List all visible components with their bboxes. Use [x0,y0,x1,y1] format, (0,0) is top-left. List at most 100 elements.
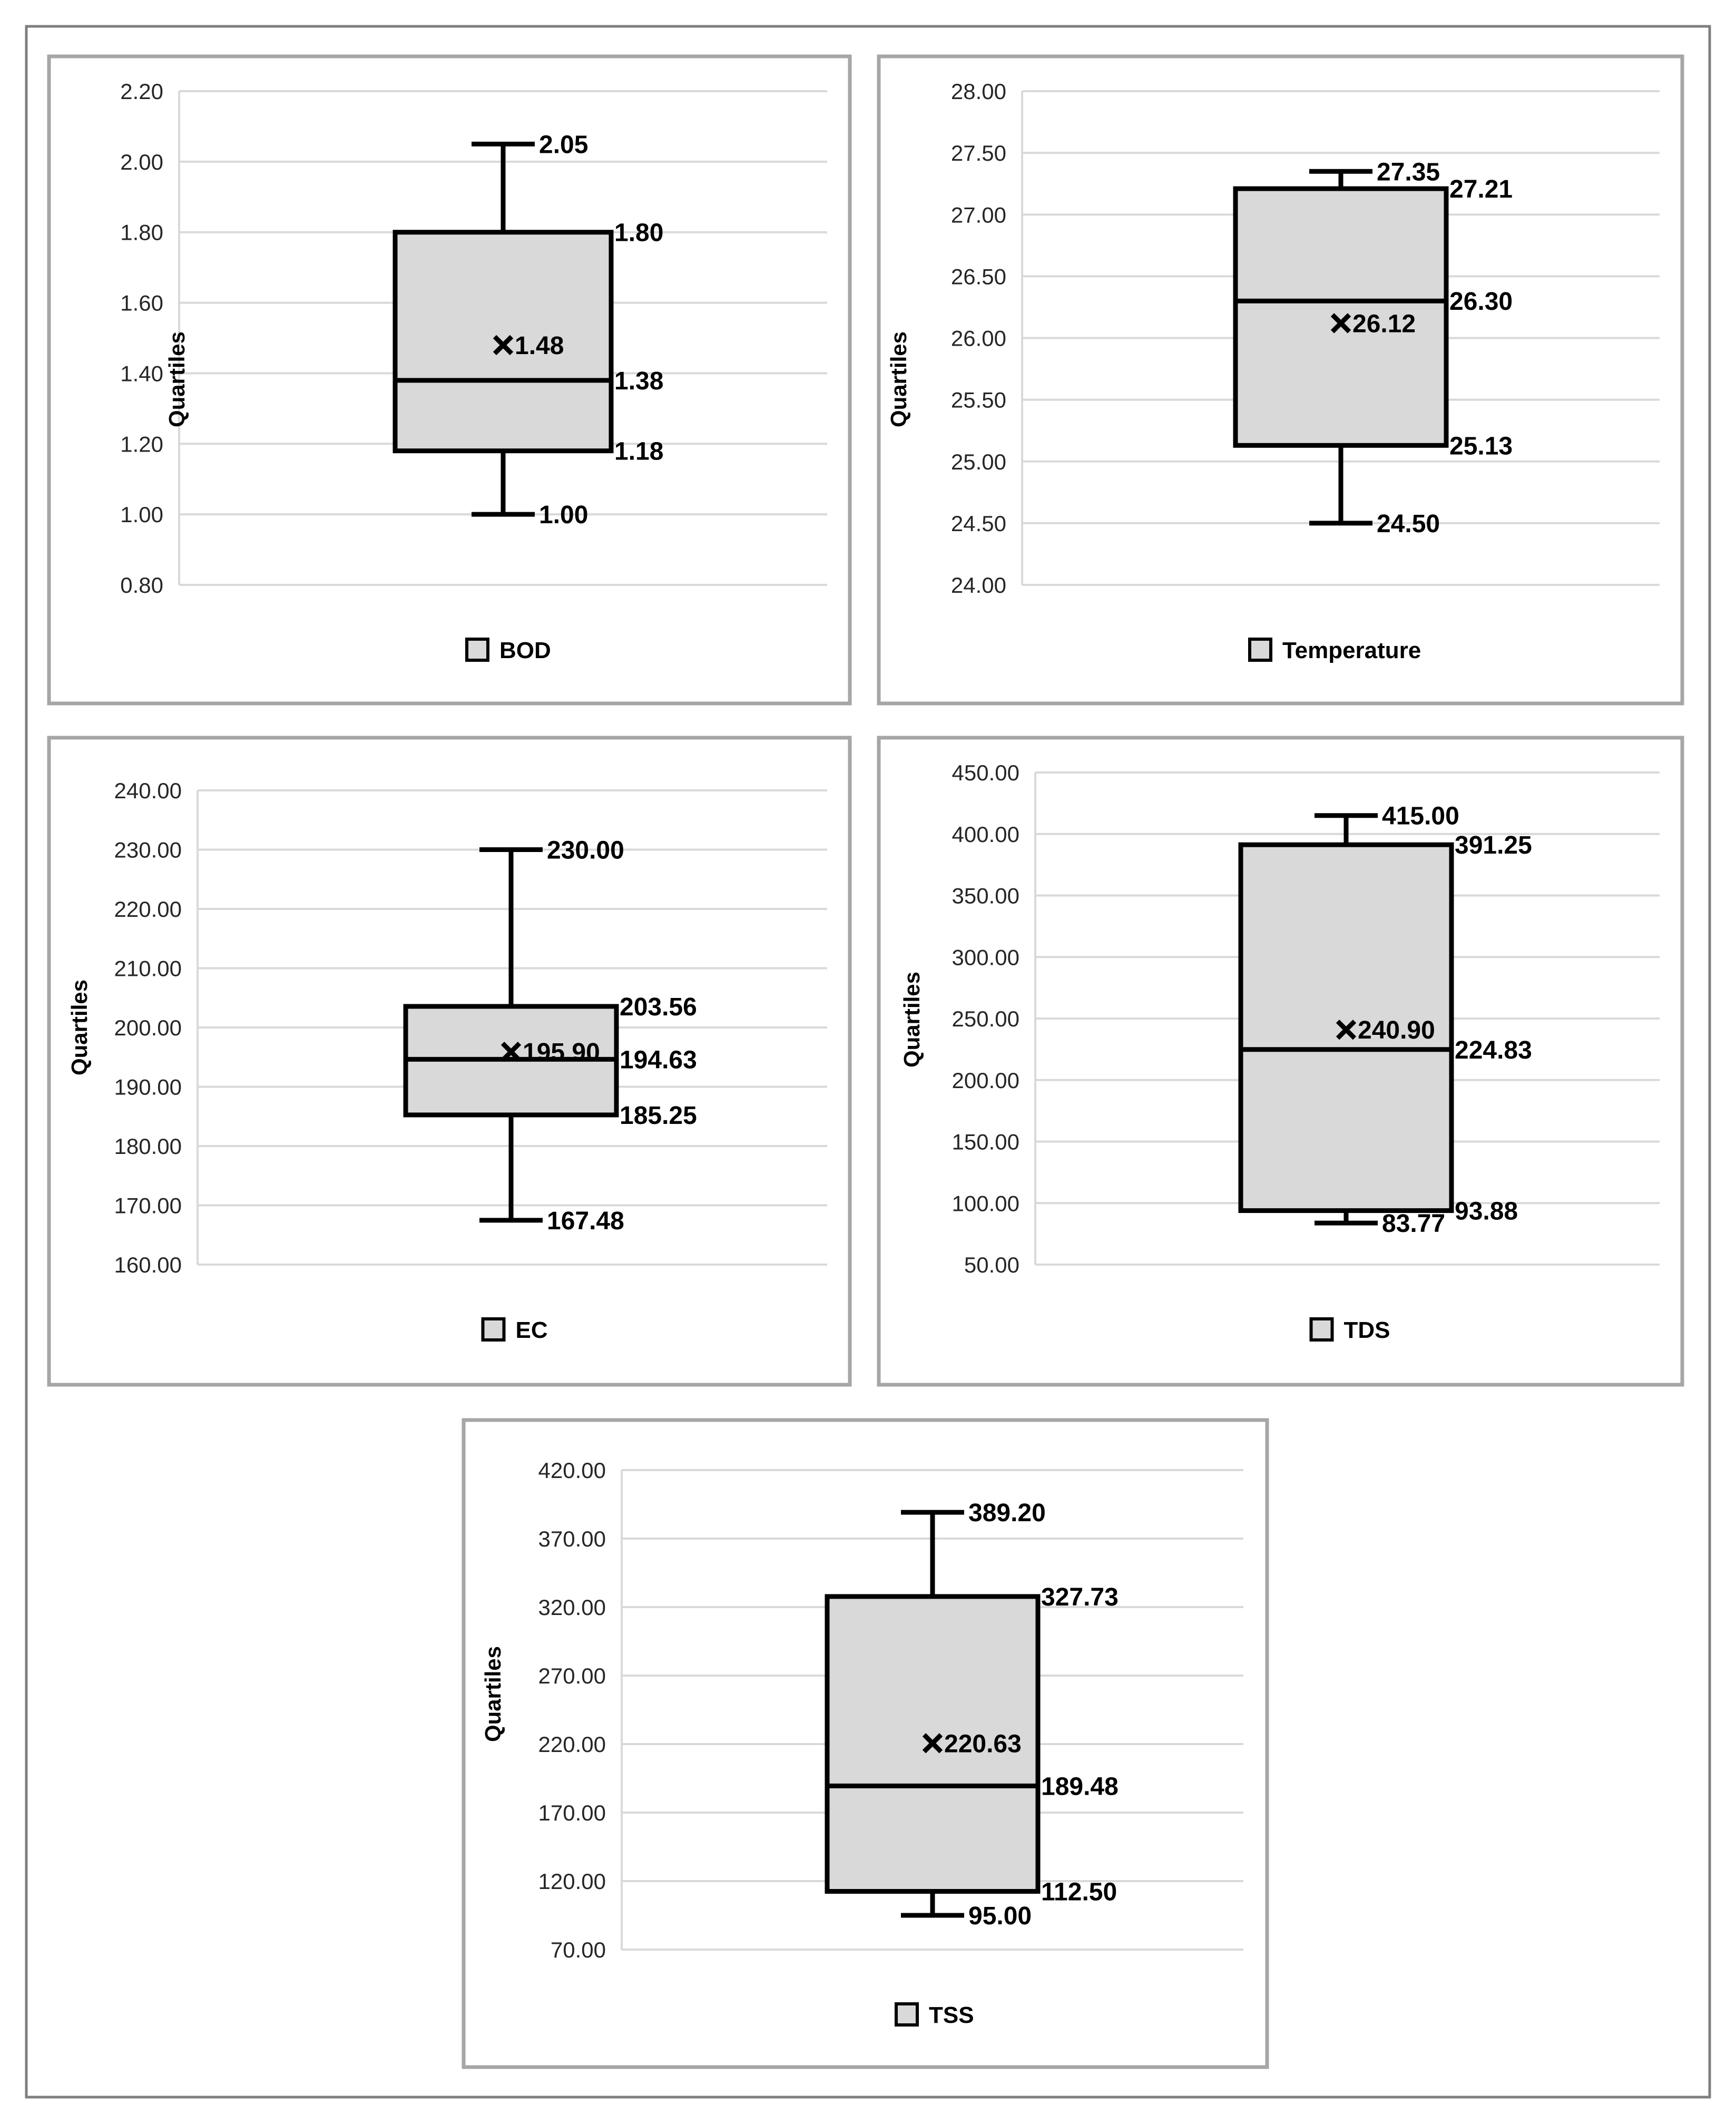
ec-y-tick-label: 210.00 [114,956,182,981]
ec-y-tick-label: 160.00 [114,1252,182,1277]
tss-mean-label: 220.63 [944,1730,1022,1758]
temperature-chart: 24.00 24.50 25.00 25.50 26.00 26.50 27.00 27.50… [877,54,1684,706]
temperature-y-tick-label: 26.50 [951,264,1006,289]
tds-y-tick-label: 50.00 [964,1252,1019,1277]
ec-legend-swatch [481,1317,506,1342]
ec-y-axis-label: Quartiles [67,980,92,1075]
tds-y-tick-label: 300.00 [952,945,1019,970]
tds-y-axis-label: Quartiles [899,972,924,1068]
bod-max-label: 2.05 [539,131,588,159]
temperature-box [1233,186,1449,448]
bod-q1-label: 1.18 [614,438,663,466]
ec-q1-label: 185.25 [620,1102,697,1130]
bod-y-tick-label: 0.80 [120,573,163,598]
tss-min-label: 95.00 [968,1902,1032,1930]
tds-median-label: 224.83 [1455,1036,1532,1064]
ec-min-label: 167.48 [547,1207,624,1235]
tss-y-tick-label: 70.00 [551,1937,606,1962]
temperature-y-tick-label: 24.00 [951,573,1006,598]
bod-y-axis-label: Quartiles [164,331,189,427]
temperature-y-tick-label: 25.00 [951,449,1006,474]
bod-legend-swatch [465,638,489,662]
ec-median-label: 194.63 [620,1046,697,1074]
ec-chart: 160.00 170.00 180.00 190.00 200.00 210.00 220.… [47,736,852,1387]
tds-y-tick-label: 100.00 [952,1191,1019,1216]
tss-legend-label: TSS [929,2002,974,2028]
tss-median-label: 189.48 [1041,1773,1119,1800]
bod-y-tick-label: 1.00 [120,502,163,527]
temperature-q3-label: 27.21 [1449,175,1513,203]
tds-max-label: 415.00 [1382,802,1459,830]
ec-legend-label: EC [516,1317,548,1343]
tss-chart: 70.00 120.00 170.00 220.00 270.00 320.00 370.0… [462,1418,1269,2069]
temperature-y-tick-label: 24.50 [951,511,1006,536]
tss-y-tick-label: 220.00 [538,1732,606,1757]
tds-chart: 50.00 100.00 150.00 200.00 250.00 300.00 350.0… [877,736,1684,1387]
tds-y-tick-label: 400.00 [952,822,1019,847]
bod-y-tick-label: 2.20 [120,79,163,104]
ec-y-tick-label: 190.00 [114,1075,182,1100]
ec-y-tick-label: 230.00 [114,838,182,863]
temperature-y-tick-label: 28.00 [951,79,1006,104]
tds-q3-label: 391.25 [1455,831,1532,859]
tss-box [825,1594,1041,1894]
bod-box [393,230,614,454]
temperature-y-tick-label: 27.00 [951,202,1006,227]
ec-y-tick-label: 240.00 [114,778,182,803]
temperature-y-axis-label: Quartiles [886,331,911,427]
tds-y-tick-label: 350.00 [952,884,1019,908]
bod-y-tick-label: 1.80 [120,220,163,245]
ec-y-tick-label: 220.00 [114,897,182,922]
ec-mean-marker [501,1041,522,1062]
bod-y-tick-label: 1.60 [120,291,163,316]
temperature-q1-label: 25.13 [1449,432,1513,460]
tss-legend-swatch [895,2002,919,2027]
temperature-y-tick-label: 27.50 [951,141,1006,165]
tss-y-tick-label: 120.00 [538,1869,606,1894]
temperature-legend-swatch [1248,638,1272,662]
tss-max-label: 389.20 [968,1499,1046,1527]
bod-mean-marker [493,335,514,356]
tds-y-tick-label: 150.00 [952,1130,1019,1154]
tss-y-axis-label: Quartiles [480,1646,505,1742]
tss-mean-marker [922,1733,943,1754]
tss-y-tick-label: 170.00 [538,1800,606,1825]
temperature-y-tick-label: 26.00 [951,326,1006,351]
ec-q3-label: 203.56 [620,993,697,1021]
tds-y-tick-label: 450.00 [952,760,1019,785]
tss-q3-label: 327.73 [1041,1583,1119,1611]
temperature-median-label: 26.30 [1449,288,1513,316]
bod-min-label: 1.00 [539,501,588,529]
ec-mean-label: 195.90 [523,1039,600,1066]
tds-y-tick-label: 200.00 [952,1068,1019,1093]
tss-y-tick-label: 420.00 [538,1458,606,1483]
bod-y-tick-label: 1.40 [120,361,163,386]
bod-mean-label: 1.48 [515,332,564,360]
temperature-mean-marker [1330,313,1351,334]
tds-mean-label: 240.90 [1358,1016,1435,1044]
temperature-min-label: 24.50 [1377,510,1440,538]
tss-q1-label: 112.50 [1041,1878,1117,1906]
tss-y-tick-label: 370.00 [538,1526,606,1551]
bod-y-tick-label: 2.00 [120,150,163,174]
bod-y-tick-label: 1.20 [120,432,163,456]
tds-min-label: 83.77 [1382,1210,1445,1238]
tss-y-tick-label: 270.00 [538,1663,606,1688]
temperature-y-tick-label: 25.50 [951,388,1006,413]
ec-y-tick-label: 180.00 [114,1134,182,1159]
bod-chart: 0.80 1.00 1.20 1.40 1.60 1.80 2.00 2.20 Quartile… [47,54,852,706]
tds-legend-swatch [1309,1317,1334,1342]
tds-legend-label: TDS [1344,1317,1390,1343]
tds-mean-marker [1336,1020,1357,1040]
tds-q1-label: 93.88 [1455,1198,1518,1226]
tss-y-tick-label: 320.00 [538,1595,606,1620]
bod-legend-label: BOD [499,638,551,663]
tds-y-tick-label: 250.00 [952,1006,1019,1031]
ec-y-tick-label: 170.00 [114,1193,182,1218]
bod-median-label: 1.38 [614,367,663,395]
ec-y-tick-label: 200.00 [114,1015,182,1040]
bod-q3-label: 1.80 [614,219,663,247]
temperature-max-label: 27.35 [1377,158,1440,186]
ec-max-label: 230.00 [547,837,624,865]
